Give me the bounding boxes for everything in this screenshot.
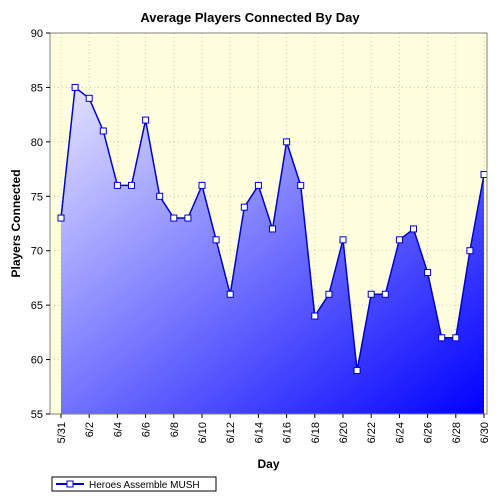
series-area [61, 87, 484, 414]
y-tick-label: 90 [31, 28, 43, 40]
y-tick-label: 65 [31, 300, 43, 312]
legend: Heroes Assemble MUSH [51, 476, 217, 492]
y-tick-label: 85 [31, 82, 43, 94]
data-point-6/17 [297, 181, 305, 189]
data-point-6/10 [198, 181, 206, 189]
y-axis-title: Players Connected [9, 169, 23, 277]
data-point-6/24 [395, 236, 403, 244]
data-point-6/8 [170, 214, 178, 222]
data-point-6/16 [283, 138, 291, 146]
x-tick-label: 6/10 [197, 422, 209, 443]
x-tick-label: 6/22 [366, 422, 378, 443]
data-point-6/28 [452, 334, 460, 342]
data-point-6/2 [85, 94, 93, 102]
data-point-6/22 [367, 290, 375, 298]
x-tick-label: 6/24 [394, 422, 406, 443]
data-point-6/4 [113, 181, 121, 189]
data-point-6/13 [240, 203, 248, 211]
x-tick-label: 6/14 [253, 422, 265, 443]
x-tick-label: 6/6 [141, 422, 153, 437]
x-tick-label: 6/28 [451, 422, 463, 443]
data-point-6/3 [99, 127, 107, 135]
y-tick-label: 75 [31, 191, 43, 203]
legend-marker-swatch [66, 480, 74, 488]
x-tick-label: 5/31 [56, 422, 68, 443]
x-tick-label: 6/8 [169, 422, 181, 437]
data-point-6/20 [339, 236, 347, 244]
x-tick-label: 6/2 [84, 422, 96, 437]
data-point-6/14 [254, 181, 262, 189]
x-tick-label: 6/12 [225, 422, 237, 443]
data-point-6/9 [184, 214, 192, 222]
plot-border [49, 32, 488, 415]
data-point-6/12 [226, 290, 234, 298]
x-tick-label: 6/30 [479, 422, 491, 443]
y-tick-label: 60 [31, 355, 43, 367]
y-tick-label: 70 [31, 246, 43, 258]
x-tick-label: 6/4 [112, 422, 124, 437]
data-point-6/21 [353, 366, 361, 374]
x-tick-label: 6/18 [310, 422, 322, 443]
data-point-6/29 [466, 247, 474, 255]
data-point-6/27 [438, 334, 446, 342]
x-axis-title: Day [257, 457, 279, 471]
chart-title: Average Players Connected By Day [140, 10, 360, 25]
data-point-6/30 [480, 171, 488, 179]
data-point-6/18 [311, 312, 319, 320]
data-point-6/1 [71, 83, 79, 91]
y-axis-ticks: 55 60 65 70 75 80 85 90 [31, 28, 50, 421]
data-point-6/5 [128, 181, 135, 189]
x-tick-label: 6/26 [423, 422, 435, 443]
legend-label: Heroes Assemble MUSH [89, 480, 200, 491]
data-point-6/25 [410, 225, 417, 233]
data-point-6/26 [424, 268, 432, 276]
data-point-6/23 [381, 290, 389, 298]
x-axis-ticks: 5/31 6/2 6/4 6/6 6/8 6/10 6/12 6/14 6/16 6/18 6/20… [56, 414, 491, 443]
data-point-6/11 [212, 236, 220, 244]
data-points [57, 83, 488, 374]
legend-box [51, 476, 217, 492]
data-point-6/19 [325, 290, 333, 298]
data-point-6/6 [142, 116, 150, 124]
y-tick-label: 80 [31, 137, 43, 149]
x-tick-label: 6/20 [338, 422, 350, 443]
x-tick-label: 6/16 [282, 422, 294, 443]
y-tick-label: 55 [31, 409, 43, 421]
data-point-6/15 [269, 225, 276, 233]
data-point-6/7 [156, 192, 164, 200]
data-point-5/31 [57, 214, 65, 222]
